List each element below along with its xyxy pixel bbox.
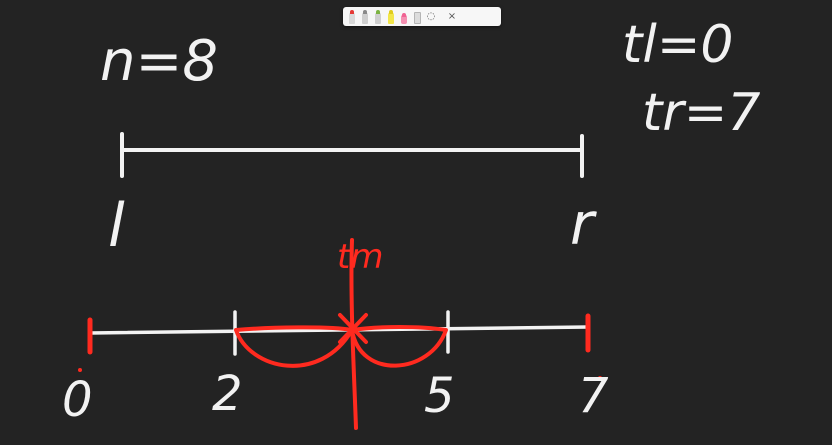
- red-end-ticks: [87, 313, 591, 355]
- right-arc: [350, 325, 448, 368]
- close-icon[interactable]: ×: [447, 11, 457, 22]
- tick-label-2: 2: [212, 366, 243, 422]
- top-segment: [120, 132, 584, 178]
- red-dot-0: [78, 368, 82, 372]
- red-dot-7: [598, 376, 602, 380]
- tick-label-7: 7: [578, 368, 609, 424]
- pencil-icon[interactable]: [360, 9, 370, 24]
- red-annotations: [234, 238, 448, 430]
- r-label: r: [570, 190, 597, 258]
- eraser-icon[interactable]: [399, 9, 409, 24]
- markup-toolbar: ◌ ×: [343, 7, 501, 26]
- ruler-icon[interactable]: [412, 9, 422, 24]
- tr-equals-label: tr=7: [642, 83, 760, 143]
- n-equals-label: n=8: [100, 29, 218, 94]
- tick-label-5: 5: [424, 368, 455, 424]
- left-arc: [234, 325, 354, 368]
- marker-yellow-icon[interactable]: [386, 9, 396, 24]
- l-label: l: [108, 191, 125, 261]
- pen-red-icon[interactable]: [347, 9, 357, 24]
- cross-mark: [338, 313, 368, 344]
- tl-equals-label: tl=0: [622, 15, 734, 75]
- tm-label: tm: [337, 237, 383, 277]
- marker-green-icon[interactable]: [373, 9, 383, 24]
- tick-label-0: 0: [62, 372, 93, 428]
- lasso-icon[interactable]: ◌: [426, 11, 436, 22]
